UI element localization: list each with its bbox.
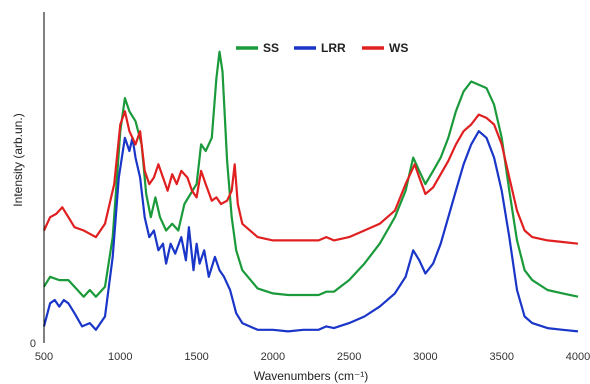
series-lines bbox=[42, 50, 579, 333]
series-line-ss bbox=[43, 50, 579, 298]
legend: SS LRR WS bbox=[236, 41, 408, 55]
x-tick-label-2000: 2000 bbox=[261, 351, 285, 363]
series-line-ws bbox=[43, 110, 579, 245]
x-tick-label-2500: 2500 bbox=[337, 351, 361, 363]
x-tick-label-4000: 4000 bbox=[566, 351, 590, 363]
x-axis-title: Wavenumbers (cm⁻¹) bbox=[254, 369, 369, 383]
x-tick-label-1500: 1500 bbox=[184, 351, 208, 363]
legend-label-ss: SS bbox=[263, 41, 279, 55]
x-tick-label-1000: 1000 bbox=[108, 351, 132, 363]
legend-label-ws: WS bbox=[389, 41, 408, 55]
y-axis-title: Intensity (arb.un.) bbox=[11, 113, 25, 206]
x-tick-label-3000: 3000 bbox=[413, 351, 437, 363]
x-tick-label-500: 500 bbox=[35, 351, 53, 363]
series-line-lrr bbox=[42, 130, 579, 333]
x-tick-label-3500: 3500 bbox=[489, 351, 513, 363]
y-tick-labels: 0 bbox=[30, 338, 36, 350]
y-tick-label-0: 0 bbox=[30, 338, 36, 350]
x-tick-labels: 500 1000 1500 2000 2500 3000 3500 4000 bbox=[35, 351, 590, 363]
legend-label-lrr: LRR bbox=[321, 41, 346, 55]
